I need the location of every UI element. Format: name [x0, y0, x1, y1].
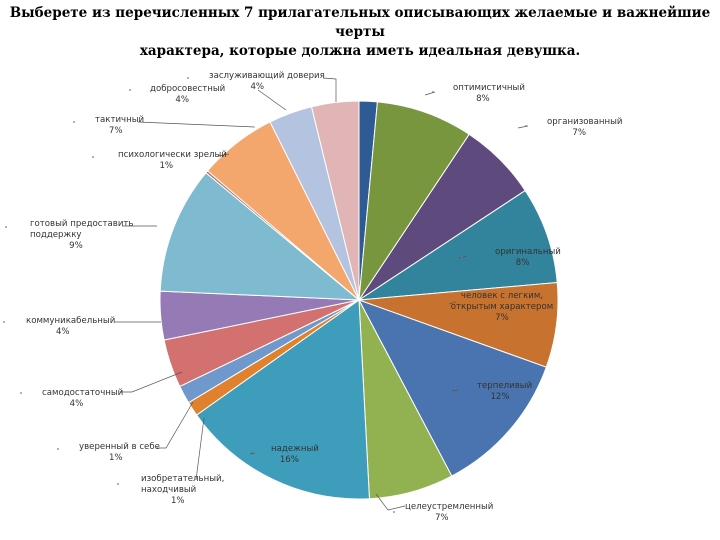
slice-label: уверенный в себе 1% — [79, 442, 160, 463]
leader-line — [156, 401, 194, 449]
label-bullet — [525, 125, 527, 127]
slice-label: заслуживающий доверия 4% — [209, 71, 325, 92]
label-bullet — [5, 226, 7, 228]
pie-slice — [159, 172, 361, 301]
label-bullet — [92, 156, 94, 158]
slice-label: надежный 16% — [271, 444, 319, 465]
slice-label: коммуникабельный 4% — [26, 316, 115, 337]
slice-label: готовый предоставить поддержку 9% — [30, 219, 133, 251]
slice-label: самодостаточный 4% — [42, 388, 123, 409]
chart-title-line-2: характера, которые должна иметь идеальна… — [139, 43, 581, 59]
chart-title: Выберете из перечисленных 7 прилагательн… — [0, 4, 720, 61]
leader-lines — [3, 77, 529, 513]
slice-label: организованный 7% — [547, 117, 622, 138]
slice-label: изобретательный, находчивый 1% — [141, 474, 224, 506]
pie-slice — [195, 299, 370, 500]
label-bullet — [3, 321, 5, 323]
label-bullet — [57, 448, 59, 450]
label-bullet — [117, 483, 119, 485]
label-bullet — [461, 256, 463, 258]
leader-line — [137, 121, 256, 128]
slice-label: добросовестный 4% — [150, 84, 225, 105]
pie-slice — [357, 299, 547, 477]
leader-line — [458, 255, 468, 259]
leader-line — [322, 77, 337, 102]
label-bullet — [393, 511, 395, 513]
leader-line — [257, 89, 287, 111]
leader-line — [375, 493, 406, 511]
pie-slice — [358, 189, 558, 301]
label-bullet — [454, 387, 456, 389]
leader-line — [195, 417, 205, 481]
label-bullet — [73, 121, 75, 123]
pie-slices — [159, 100, 559, 500]
pie-slice — [358, 101, 470, 301]
chart-title-line-1: Выберете из перечисленных 7 прилагательн… — [9, 5, 711, 40]
label-bullet — [251, 451, 253, 453]
label-bullet — [453, 301, 455, 303]
leader-line — [249, 452, 256, 455]
leader-line — [451, 389, 459, 392]
slice-label: оригинальный 8% — [495, 247, 561, 268]
label-bullet — [129, 89, 131, 91]
label-bullet — [187, 77, 189, 79]
leader-line — [217, 153, 230, 157]
slice-label: психологически зрелый 1% — [118, 150, 227, 171]
leader-line — [120, 371, 183, 393]
slice-label: человек с легким, открытым характером 7% — [451, 291, 553, 323]
pie-slice — [310, 100, 360, 301]
label-bullet — [432, 91, 434, 93]
slice-label: терпеливый 12% — [477, 381, 532, 402]
label-bullet — [20, 392, 22, 394]
slice-label: тактичный 7% — [95, 115, 144, 136]
slice-label: оптимистичный 8% — [453, 83, 525, 104]
slice-label: целеустремленный 7% — [405, 502, 493, 523]
slice-labels: оптимистичный 8% организованный 7% оригиналь… — [26, 71, 622, 523]
